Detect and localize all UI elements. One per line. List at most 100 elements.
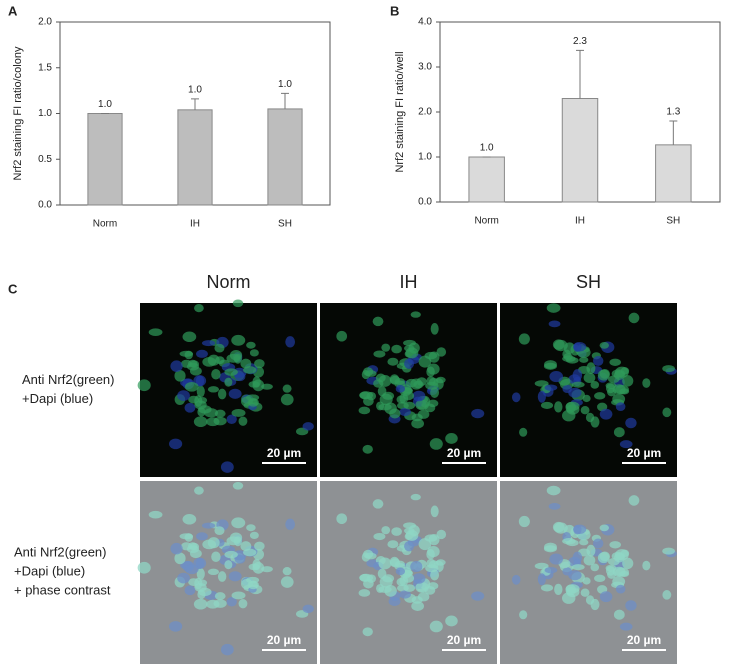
cell [410, 561, 423, 573]
cell [249, 349, 259, 357]
cell [302, 422, 314, 431]
cell [599, 341, 609, 349]
cell [544, 384, 558, 391]
cell [148, 510, 163, 519]
cell [224, 560, 233, 570]
cell [428, 351, 440, 363]
cell [548, 503, 561, 510]
cell [373, 350, 386, 358]
cell [285, 518, 296, 530]
cell [170, 542, 183, 555]
cell [410, 311, 421, 318]
cell [405, 530, 419, 541]
cell [137, 561, 151, 574]
y-tick-label: 4.0 [418, 17, 432, 28]
cell [612, 384, 626, 395]
cell [642, 560, 651, 571]
cell [418, 355, 432, 368]
x-tick-label: SH [278, 219, 292, 230]
panel-label: A [8, 3, 18, 18]
cell [196, 532, 208, 541]
column-header: IH [400, 272, 418, 292]
cell [254, 359, 265, 369]
cell [184, 381, 199, 392]
cell [546, 303, 561, 313]
cell [231, 334, 246, 346]
cell [554, 401, 563, 413]
cell [174, 369, 186, 382]
cell [613, 552, 625, 563]
cell [412, 573, 426, 584]
cell [234, 372, 246, 382]
cell [571, 381, 585, 388]
cell [391, 527, 402, 536]
cell [471, 408, 485, 419]
cell [247, 580, 259, 590]
cell [427, 363, 440, 375]
cell [418, 538, 432, 551]
cell [599, 524, 609, 532]
cell [169, 438, 183, 450]
cell [228, 571, 242, 582]
cell [662, 590, 672, 600]
cell [605, 383, 616, 394]
cell [579, 356, 589, 363]
cell [238, 598, 248, 609]
cell [445, 615, 458, 627]
value-label: 1.0 [188, 85, 202, 96]
cell [186, 545, 200, 554]
cell [213, 599, 227, 608]
y-tick-label: 0.0 [418, 197, 432, 208]
cell [402, 391, 415, 401]
cell [198, 405, 212, 414]
cell [571, 564, 585, 571]
cell [366, 574, 377, 583]
cell [231, 409, 246, 417]
cell [336, 513, 348, 525]
cell [412, 390, 426, 402]
cell [534, 380, 549, 387]
cell [546, 485, 561, 496]
cell [229, 350, 243, 361]
cell [662, 547, 675, 555]
cell [544, 360, 557, 369]
cell [184, 585, 196, 596]
scale-bar-label: 20 µm [447, 633, 481, 647]
cell [579, 539, 589, 546]
cell [565, 584, 580, 594]
cell [196, 349, 208, 358]
cell [224, 368, 238, 376]
value-label: 1.3 [666, 107, 680, 118]
cell [411, 601, 425, 611]
cell [430, 569, 440, 581]
cell [254, 541, 265, 551]
cell [429, 438, 443, 450]
cell [586, 362, 596, 375]
cell [427, 546, 440, 558]
cell [599, 591, 613, 603]
cell [363, 549, 374, 559]
cell [252, 562, 265, 574]
cell [217, 388, 227, 400]
cell [214, 409, 226, 418]
cell [399, 407, 411, 417]
cell [169, 621, 183, 632]
value-label: 1.0 [480, 143, 494, 154]
cell [391, 344, 402, 354]
cell [582, 394, 591, 403]
bar [561, 98, 599, 203]
cell [518, 515, 530, 528]
cell [231, 517, 246, 529]
cell [214, 592, 226, 600]
cell [381, 343, 391, 352]
cell [404, 540, 415, 552]
cell [280, 576, 294, 588]
cell [534, 562, 549, 570]
cell [177, 390, 190, 401]
cell [554, 583, 563, 596]
cell [436, 529, 447, 540]
cell [201, 522, 216, 529]
cell [411, 418, 425, 429]
bar [655, 144, 692, 203]
y-tick-label: 1.0 [418, 152, 432, 163]
